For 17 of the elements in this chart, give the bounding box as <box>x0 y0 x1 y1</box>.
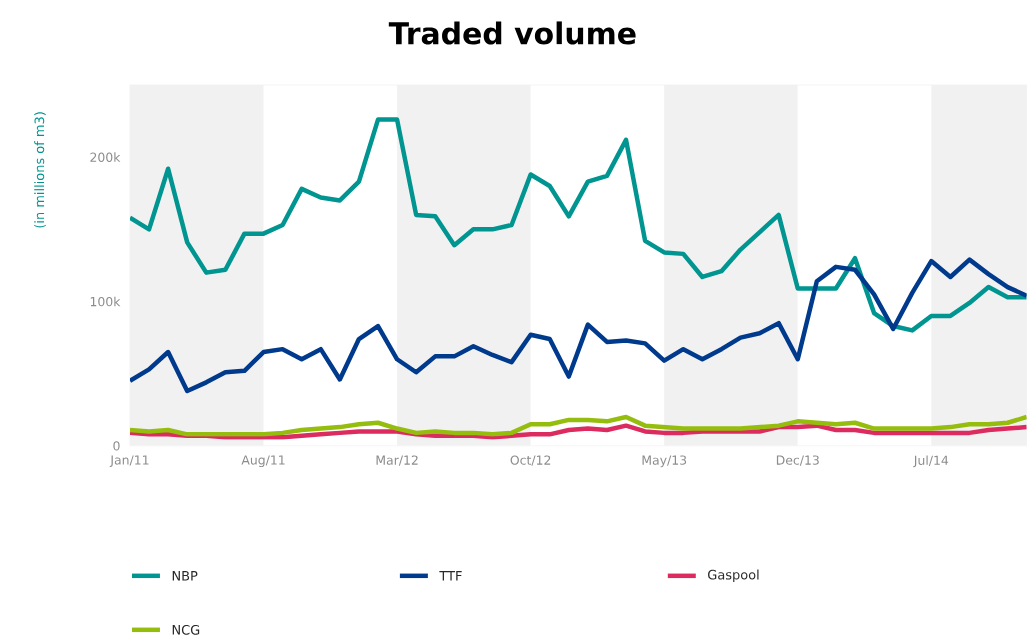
legend-label: NCG <box>172 625 200 635</box>
chart-title: Traded volume <box>388 21 636 45</box>
y-tick-label: 0 <box>113 441 120 451</box>
legend-label: Gaspool <box>708 569 759 583</box>
x-tick-label: Mar/12 <box>376 455 418 466</box>
y-axis-title: (in millions of m3) <box>34 112 46 228</box>
x-tick-label: Dec/13 <box>776 455 819 466</box>
line-series <box>129 257 1027 394</box>
y-tick-label: 100k <box>90 296 121 307</box>
x-tick-label: Oct/12 <box>510 455 551 466</box>
x-tick-label: May/13 <box>642 455 687 468</box>
x-tick-label: Jul/14 <box>913 455 949 468</box>
legend-label: NBP <box>172 571 198 581</box>
y-tick-label: 200k <box>90 152 121 163</box>
x-tick-label: Aug/11 <box>241 455 285 468</box>
legend-label: TTF <box>439 571 462 581</box>
x-tick-label: Jan/11 <box>109 455 149 468</box>
